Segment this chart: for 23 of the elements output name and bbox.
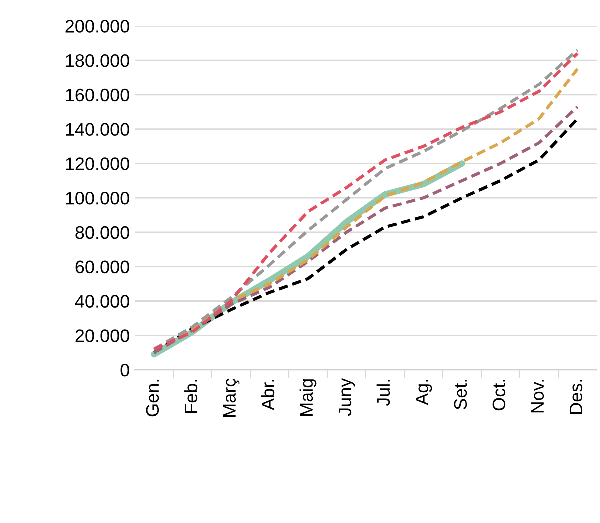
x-tick-label: Gen. <box>146 380 160 417</box>
y-tick-label: 200.000 <box>66 20 130 33</box>
x-tick-label: Març <box>223 378 240 417</box>
x-tick-label: Maig <box>300 380 317 416</box>
x-tick-label: Oct. <box>492 380 506 411</box>
y-tick-label: 100.000 <box>66 192 130 205</box>
x-tick-label: Juny <box>338 378 356 416</box>
y-tick-label: 80.000 <box>76 226 130 240</box>
y-tick-label: 40.000 <box>75 295 130 308</box>
y-tick-label: 160.000 <box>66 88 130 102</box>
x-tick-label: Ag. <box>416 380 432 406</box>
x-tick-label: Set. <box>454 380 468 410</box>
x-tick-label: Des. <box>570 380 583 414</box>
x-tick-label: Feb. <box>184 380 198 413</box>
y-tick-label: 60.000 <box>76 260 130 274</box>
y-tick-label: 20.000 <box>76 330 130 342</box>
x-tick-label: Jul. <box>376 380 390 406</box>
y-tick-label: 120.000 <box>66 158 130 170</box>
y-tick-label: 180.000 <box>66 54 130 68</box>
x-tick-label: Abr. <box>261 380 275 410</box>
y-tick-label: 140.000 <box>66 123 130 136</box>
x-tick-label: Nov. <box>531 380 544 413</box>
y-tick-label: 0 <box>120 364 130 377</box>
